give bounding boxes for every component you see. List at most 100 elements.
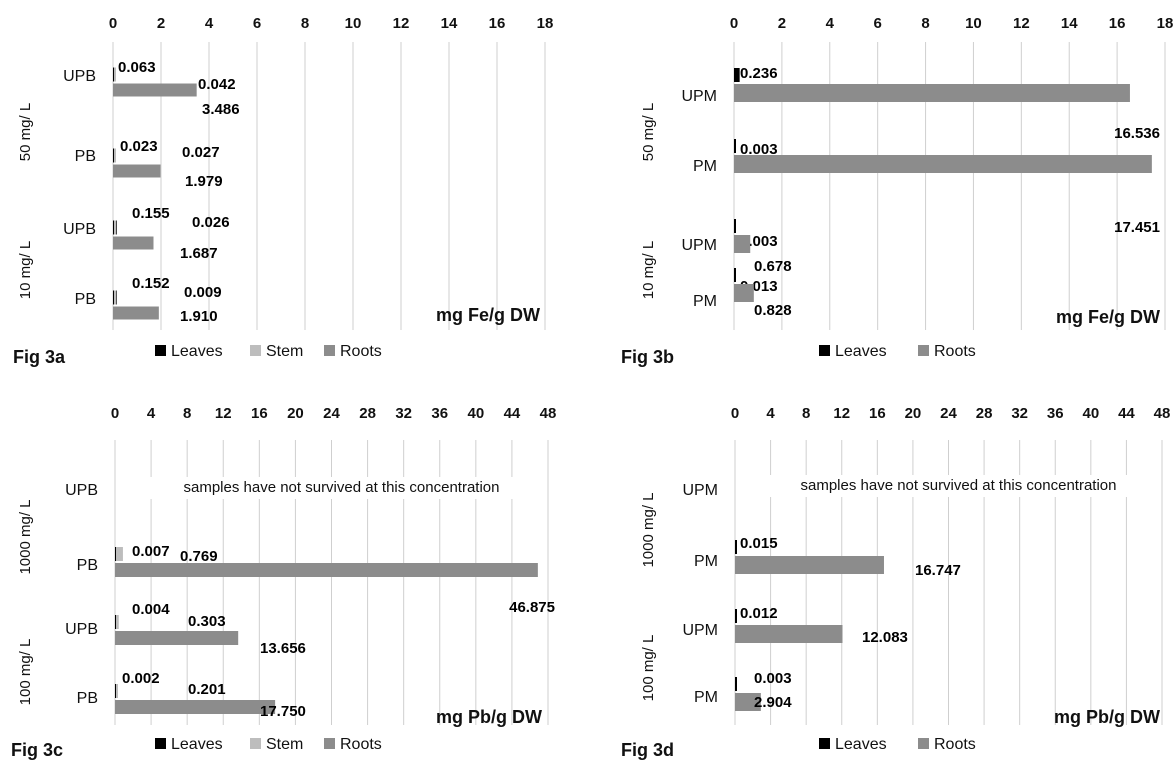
- bar-roots: [115, 631, 239, 645]
- bar-roots: [734, 284, 754, 302]
- legend-entry: Leaves: [171, 736, 223, 753]
- category-label: UPB: [65, 621, 98, 638]
- legend-swatch: [250, 345, 261, 356]
- bar-roots: [115, 700, 276, 714]
- bar-stem: [114, 220, 116, 235]
- legend-entry: Leaves: [835, 343, 887, 360]
- figure-label: Fig 3c: [11, 740, 63, 760]
- x-tick-label: 12: [1013, 15, 1030, 32]
- x-tick-label: 40: [1082, 405, 1099, 422]
- bar-leaves: [734, 139, 736, 153]
- x-tick-label: 24: [323, 405, 340, 422]
- bar-stem: [116, 547, 123, 561]
- data-label: 1.910: [180, 308, 218, 325]
- bar-roots: [734, 84, 1130, 102]
- bar-stem: [114, 290, 116, 305]
- x-tick-label: 10: [345, 15, 362, 32]
- data-label: 16.536: [1114, 125, 1160, 142]
- category-label: UPM: [681, 88, 717, 105]
- x-tick-label: 16: [251, 405, 268, 422]
- x-tick-label: 4: [147, 405, 156, 422]
- bar-leaves: [735, 609, 737, 623]
- value-axis-label: mg Pb/g DW: [1054, 707, 1160, 727]
- x-tick-label: 36: [431, 405, 448, 422]
- bar-roots: [115, 563, 538, 577]
- data-label: 1.979: [185, 173, 223, 190]
- value-axis-label: mg Pb/g DW: [436, 707, 542, 727]
- data-label: 0.042: [198, 76, 236, 93]
- x-tick-label: 16: [869, 405, 886, 422]
- bar-roots: [735, 556, 884, 574]
- legend-swatch: [819, 345, 830, 356]
- x-tick-label: 4: [205, 15, 214, 32]
- annotation-background: [748, 475, 1149, 497]
- legend-entry: Roots: [340, 736, 382, 753]
- x-tick-label: 2: [778, 15, 786, 32]
- x-tick-label: 12: [215, 405, 232, 422]
- x-tick-label: 6: [253, 15, 261, 32]
- x-tick-label: 0: [109, 15, 117, 32]
- x-tick-label: 16: [489, 15, 506, 32]
- x-tick-label: 44: [504, 405, 521, 422]
- value-axis-label: mg Fe/g DW: [1056, 307, 1160, 327]
- data-label: 0.678: [754, 258, 792, 275]
- x-tick-label: 0: [111, 405, 119, 422]
- group-label: 10 mg/ L: [640, 241, 657, 299]
- data-label: 2.904: [754, 694, 792, 711]
- legend-swatch: [819, 738, 830, 749]
- figure-label: Fig 3d: [621, 740, 674, 760]
- x-tick-label: 14: [441, 15, 458, 32]
- x-tick-label: 20: [905, 405, 922, 422]
- category-label: PM: [694, 553, 718, 570]
- data-label: 0.303: [188, 613, 226, 630]
- value-axis-label: mg Fe/g DW: [436, 305, 540, 325]
- data-label: 0.236: [740, 65, 778, 82]
- x-tick-label: 24: [940, 405, 957, 422]
- category-label: PM: [694, 689, 718, 706]
- category-label: PB: [75, 291, 96, 308]
- legend-entry: Roots: [934, 736, 976, 753]
- data-label: 46.875: [509, 599, 555, 616]
- data-label: 0.004: [132, 601, 170, 618]
- data-label: 0.015: [740, 535, 778, 552]
- data-label: 0.002: [122, 670, 160, 687]
- data-label: 1.687: [180, 245, 218, 262]
- category-label: UPM: [681, 237, 717, 254]
- data-label: 0.012: [740, 605, 778, 622]
- data-label: 16.747: [915, 562, 961, 579]
- bar-leaves: [735, 677, 737, 691]
- x-tick-label: 0: [731, 405, 739, 422]
- x-tick-label: 4: [766, 405, 775, 422]
- bar-stem: [116, 684, 118, 698]
- bar-roots: [734, 235, 751, 253]
- data-label: 0.155: [132, 205, 170, 222]
- x-tick-label: 28: [976, 405, 993, 422]
- category-label: UPB: [65, 482, 98, 499]
- x-tick-label: 48: [540, 405, 557, 422]
- x-tick-label: 10: [965, 15, 982, 32]
- category-label: PM: [693, 293, 717, 310]
- x-tick-label: 2: [157, 15, 165, 32]
- bar-stem: [114, 148, 116, 163]
- x-tick-label: 12: [833, 405, 850, 422]
- data-label: 0.009: [184, 284, 222, 301]
- data-label: 0.023: [120, 138, 158, 155]
- legend-swatch: [918, 738, 929, 749]
- x-tick-label: 40: [467, 405, 484, 422]
- category-label: UPB: [63, 68, 96, 85]
- legend-entry: Leaves: [835, 736, 887, 753]
- figure-label: Fig 3b: [621, 347, 674, 367]
- group-label: 50 mg/ L: [17, 103, 34, 161]
- x-tick-label: 44: [1118, 405, 1135, 422]
- legend-swatch: [155, 345, 166, 356]
- legend-entry: Roots: [934, 343, 976, 360]
- legend-entry: Stem: [266, 343, 303, 360]
- category-label: UPM: [682, 622, 718, 639]
- annotation-text: samples have not survived at this concen…: [183, 479, 499, 496]
- bar-roots: [734, 155, 1152, 173]
- data-label: 0.026: [192, 214, 230, 231]
- data-label: 12.083: [862, 629, 908, 646]
